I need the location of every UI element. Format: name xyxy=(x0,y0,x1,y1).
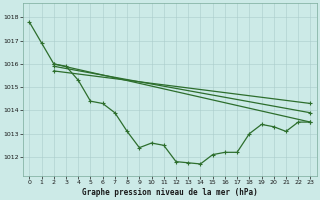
X-axis label: Graphe pression niveau de la mer (hPa): Graphe pression niveau de la mer (hPa) xyxy=(82,188,258,197)
